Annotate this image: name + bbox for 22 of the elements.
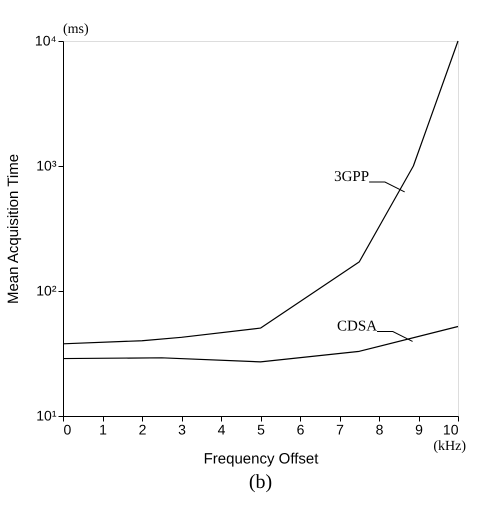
- x-tick-label: 1: [99, 422, 108, 438]
- y-tick-label: 10²: [36, 282, 57, 298]
- y-tick-label: 10³: [36, 158, 57, 174]
- legend-label: CDSA: [337, 318, 378, 335]
- text: (kHz): [433, 439, 466, 454]
- x-tick-label: 5: [257, 422, 266, 438]
- legend-label: 3GPP: [334, 168, 370, 185]
- x-tick-label: 8: [376, 422, 384, 438]
- x-tick-label: 6: [296, 422, 305, 438]
- x-tick-label: 0: [64, 422, 72, 438]
- text: (ms): [63, 22, 89, 37]
- x-axis-title: Frequency Offset: [204, 450, 320, 468]
- x-tick-label: 2: [138, 422, 147, 438]
- y-tick-label: 10⁴: [34, 32, 56, 48]
- x-tick-label: 3: [178, 422, 186, 438]
- y-axis-title: Mean Acquisition Time: [4, 154, 22, 304]
- x-tick-label: 9: [415, 422, 424, 438]
- x-tick-label: 4: [218, 422, 226, 438]
- x-tick-label: 7: [336, 422, 344, 438]
- y-tick-label: 10¹: [36, 408, 57, 424]
- text: (b): [248, 471, 272, 493]
- x-tick-label: 10: [442, 422, 459, 438]
